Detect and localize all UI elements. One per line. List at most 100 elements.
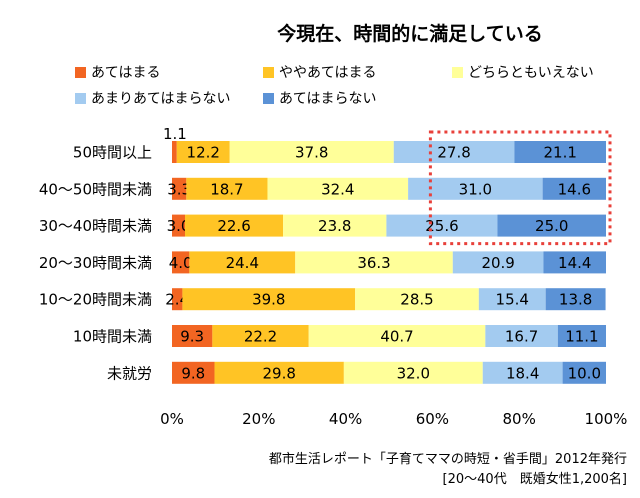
data-label-3-2: 22.6 bbox=[217, 217, 250, 235]
bar-segment-7-1 bbox=[172, 361, 215, 384]
value-axis: 0% 20% 40% 60% 80% 100% bbox=[160, 410, 627, 428]
data-label-7-1: 9.8 bbox=[181, 364, 205, 382]
data-label-1-5: 21.1 bbox=[544, 144, 577, 162]
data-label-2-5: 14.6 bbox=[558, 180, 591, 198]
data-label-5-4: 15.4 bbox=[496, 291, 529, 309]
bar-segment-5-4 bbox=[478, 288, 546, 311]
bar-segment-1-2 bbox=[176, 141, 230, 163]
data-label-2-1: 3.3 bbox=[167, 180, 191, 198]
bar-segment-6-5 bbox=[557, 325, 606, 347]
data-label-3-4: 25.6 bbox=[425, 217, 458, 235]
data-label-4-5: 14.4 bbox=[558, 254, 591, 272]
bar-segment-5-2 bbox=[182, 288, 356, 311]
bar-segment-1-3 bbox=[229, 141, 394, 163]
data-label-2-2: 18.7 bbox=[210, 180, 243, 198]
data-label-2-4: 31.0 bbox=[459, 180, 492, 198]
bar-segment-7-4 bbox=[482, 361, 563, 384]
legend-label-1: あてはまる bbox=[91, 65, 160, 81]
category-axis: 50時間以上 40～50時間未満 30～40時間未満 20～30時間未満 10～20時間… bbox=[39, 144, 152, 383]
legend-swatch-5 bbox=[263, 93, 274, 104]
plot-area: 1.112.2 37.8 27.8 21.1 3.3 18.7 32.4 31.0 14.6 3.… bbox=[163, 125, 606, 384]
bar-segment-5-3 bbox=[355, 288, 479, 311]
legend-swatch-3 bbox=[452, 67, 463, 78]
bar-segment-2-1 bbox=[172, 177, 187, 200]
legend-label-5: あてはまらない bbox=[279, 91, 376, 107]
data-label-7-5: 10.0 bbox=[568, 364, 601, 382]
data-label-6-1: 9.3 bbox=[180, 328, 204, 346]
bar-segment-3-4 bbox=[386, 214, 498, 237]
x-tick-label-1: 0% bbox=[160, 410, 184, 428]
bar-segment-5-5 bbox=[545, 288, 606, 311]
x-tick-label-6: 100% bbox=[585, 410, 628, 428]
bar-segment-2-4 bbox=[408, 177, 543, 200]
bar-segment-7-5 bbox=[562, 361, 606, 384]
data-label-4-2: 24.4 bbox=[226, 254, 259, 272]
category-label-7: 未就労 bbox=[107, 364, 152, 382]
bar-segment-2-3 bbox=[267, 177, 409, 200]
bar-segment-6-2 bbox=[212, 325, 309, 347]
data-label-4-3: 36.3 bbox=[357, 254, 390, 272]
legend-label-2: ややあてはまる bbox=[279, 65, 376, 81]
data-label-5-5: 13.8 bbox=[559, 291, 592, 309]
bar-segment-3-3 bbox=[283, 214, 387, 237]
legend-swatch-2 bbox=[263, 67, 274, 78]
data-label-3-1: 3.0 bbox=[167, 217, 191, 235]
data-label-1-4: 27.8 bbox=[437, 144, 470, 162]
x-tick-label-3: 40% bbox=[329, 410, 362, 428]
data-label-3-3: 23.8 bbox=[318, 217, 351, 235]
highlight-box bbox=[428, 130, 612, 246]
data-label-6-5: 11.1 bbox=[565, 328, 598, 346]
data-label-4-4: 20.9 bbox=[481, 254, 514, 272]
x-tick-label-2: 20% bbox=[242, 410, 275, 428]
bar-segment-4-3 bbox=[295, 251, 453, 274]
highlight-rect bbox=[428, 130, 612, 246]
bar-segment-6-4 bbox=[485, 325, 558, 347]
bar-segment-1-1 bbox=[172, 141, 177, 163]
data-label-7-2: 29.8 bbox=[262, 364, 295, 382]
data-label-1-2: 12.2 bbox=[187, 144, 220, 162]
bar-segment-7-2 bbox=[214, 361, 344, 384]
bar-segment-3-1 bbox=[172, 214, 186, 237]
bar-segment-6-3 bbox=[308, 325, 486, 347]
legend-swatch-1 bbox=[75, 67, 86, 78]
bar-segment-4-2 bbox=[189, 251, 296, 274]
bar-segment-1-5 bbox=[514, 141, 606, 163]
bar-segment-4-4 bbox=[452, 251, 544, 274]
category-label-1: 50時間以上 bbox=[73, 144, 152, 162]
data-label-3-5: 25.0 bbox=[535, 217, 568, 235]
data-label-7-3: 32.0 bbox=[397, 364, 430, 382]
data-label-5-3: 28.5 bbox=[400, 291, 433, 309]
bar-segment-3-2 bbox=[185, 214, 284, 237]
data-label-7-4: 18.4 bbox=[506, 364, 539, 382]
data-label-2-3: 32.4 bbox=[321, 180, 354, 198]
legend-swatch-4 bbox=[75, 93, 86, 104]
data-label-6-4: 16.7 bbox=[505, 328, 538, 346]
bar-segment-1-4 bbox=[393, 141, 515, 163]
legend-label-3: どちらともいえない bbox=[468, 65, 594, 81]
bar-segment-2-5 bbox=[542, 177, 606, 200]
x-tick-label-4: 60% bbox=[416, 410, 449, 428]
bar-segment-4-1 bbox=[172, 251, 190, 274]
bar-segment-7-3 bbox=[343, 361, 483, 384]
category-label-6: 10時間未満 bbox=[73, 328, 152, 346]
data-label-5-2: 39.8 bbox=[252, 291, 285, 309]
bar-segment-6-1 bbox=[172, 325, 213, 347]
bar-segment-4-5 bbox=[543, 251, 606, 274]
source-line-1: 都市生活レポート「子育てママの時短・省手間」2012年発行 bbox=[269, 451, 627, 467]
source-line-2: [20～40代 既婚女性1,200名] bbox=[443, 471, 627, 487]
chart-title: 今現在、時間的に満足している bbox=[276, 22, 542, 45]
category-label-2: 40～50時間未満 bbox=[39, 180, 152, 198]
category-label-3: 30～40時間未満 bbox=[39, 217, 152, 235]
bar-segment-2-2 bbox=[186, 177, 268, 200]
bar-segment-3-5 bbox=[497, 214, 606, 237]
data-label-1-3: 37.8 bbox=[295, 144, 328, 162]
legend-label-4: あまりあてはまらない bbox=[91, 91, 230, 107]
data-label-1-1: 1.1 bbox=[163, 125, 187, 143]
bar-segment-5-1 bbox=[172, 288, 183, 311]
data-label-6-2: 22.2 bbox=[244, 328, 277, 346]
data-label-6-3: 40.7 bbox=[380, 328, 413, 346]
x-tick-label-5: 80% bbox=[503, 410, 536, 428]
category-label-4: 20～30時間未満 bbox=[39, 254, 152, 272]
